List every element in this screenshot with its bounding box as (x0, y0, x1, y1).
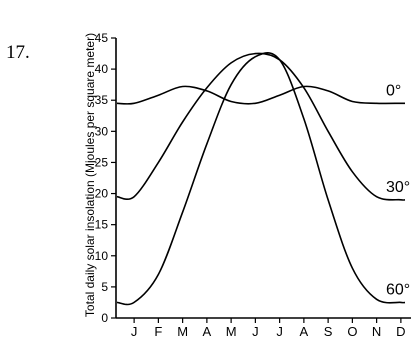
x-tick-label: M (177, 324, 188, 339)
series-line-0 (116, 85, 405, 105)
series-lines: 0° 30° 60° (116, 51, 410, 306)
y-ticks: 0 5 10 15 20 25 30 35 40 45 (95, 31, 116, 325)
y-tick-label: 40 (95, 62, 109, 76)
x-tick-label: O (347, 324, 357, 339)
x-tick-label: S (324, 324, 333, 339)
question-number: 17. (6, 42, 30, 63)
y-axis-label: Total daily solar insolation (Mjoules pe… (83, 33, 97, 317)
x-tick-label: A (300, 324, 309, 339)
series-label-0: 0° (386, 82, 401, 99)
x-tick-label: M (226, 324, 237, 339)
x-tick-label: D (396, 324, 405, 339)
y-tick-label: 5 (101, 280, 108, 294)
series-line-1 (116, 52, 406, 201)
series-label-2: 60° (386, 281, 410, 298)
x-tick-label: J (131, 324, 138, 339)
x-tick-label: F (154, 324, 162, 339)
x-tick-label: N (372, 324, 381, 339)
x-tick-label: J (276, 324, 283, 339)
y-tick-label: 10 (95, 249, 109, 263)
y-tick-label: 0 (101, 311, 108, 325)
x-tick-label: J (252, 324, 259, 339)
y-tick-label: 35 (95, 93, 109, 107)
y-tick-label: 15 (95, 218, 109, 232)
y-tick-label: 45 (95, 31, 109, 45)
y-tick-label: 30 (95, 124, 109, 138)
y-tick-label: 25 (95, 155, 109, 169)
x-tick-label: A (203, 324, 212, 339)
series-label-1: 30° (386, 179, 410, 196)
series-line-2 (116, 51, 406, 306)
y-tick-label: 20 (95, 187, 109, 201)
